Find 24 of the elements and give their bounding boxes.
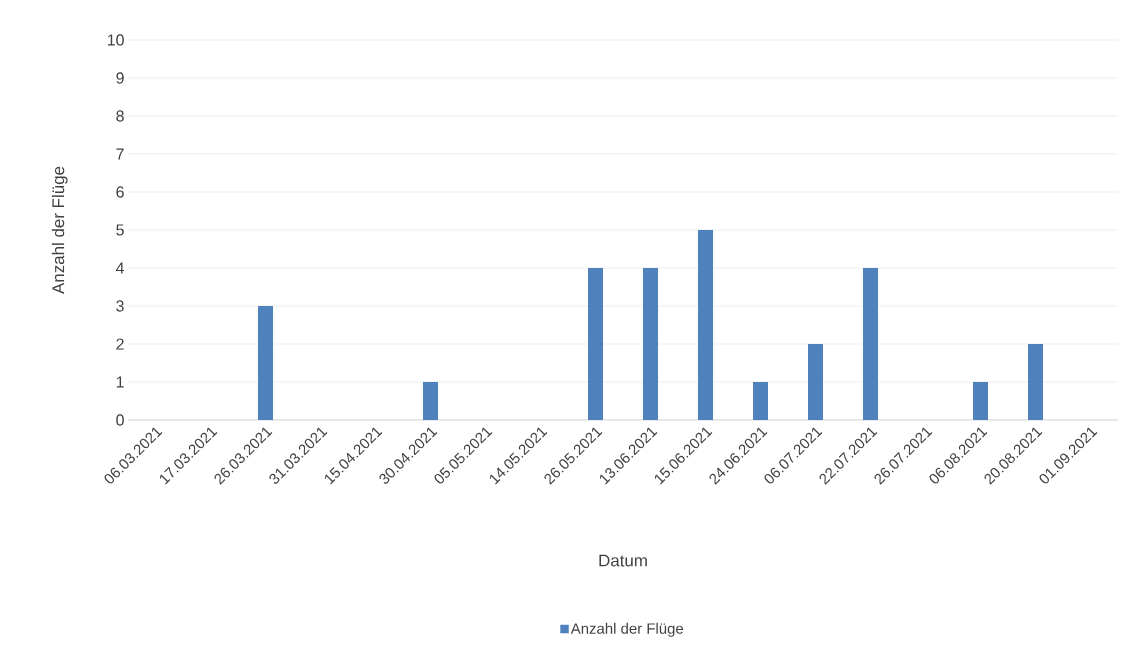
legend-label: Anzahl der Flüge	[570, 622, 684, 637]
bar	[643, 268, 659, 420]
bar	[423, 382, 438, 420]
y-tick-label: 2	[116, 338, 124, 350]
y-tick-label: 6	[116, 186, 124, 198]
y-tick-label: 5	[116, 224, 124, 236]
bar	[753, 382, 769, 420]
y-tick-label: 3	[116, 300, 124, 312]
y-tick-label: 10	[107, 34, 124, 46]
x-axis-title: Datum	[599, 554, 647, 567]
bar	[973, 382, 989, 420]
bar	[258, 306, 273, 420]
y-tick-label: 8	[116, 110, 124, 122]
y-tick-label: 9	[116, 72, 124, 84]
bar	[863, 268, 879, 420]
bar	[698, 230, 714, 420]
y-tick-label: 4	[115, 262, 125, 274]
y-axis-title: Anzahl der Flüge	[51, 166, 68, 294]
bar	[808, 344, 824, 420]
bar	[588, 268, 604, 420]
bar	[1028, 344, 1044, 420]
y-tick-label: 0	[116, 414, 124, 426]
y-tick-label: 7	[116, 148, 124, 160]
y-tick-label: 1	[116, 376, 124, 388]
